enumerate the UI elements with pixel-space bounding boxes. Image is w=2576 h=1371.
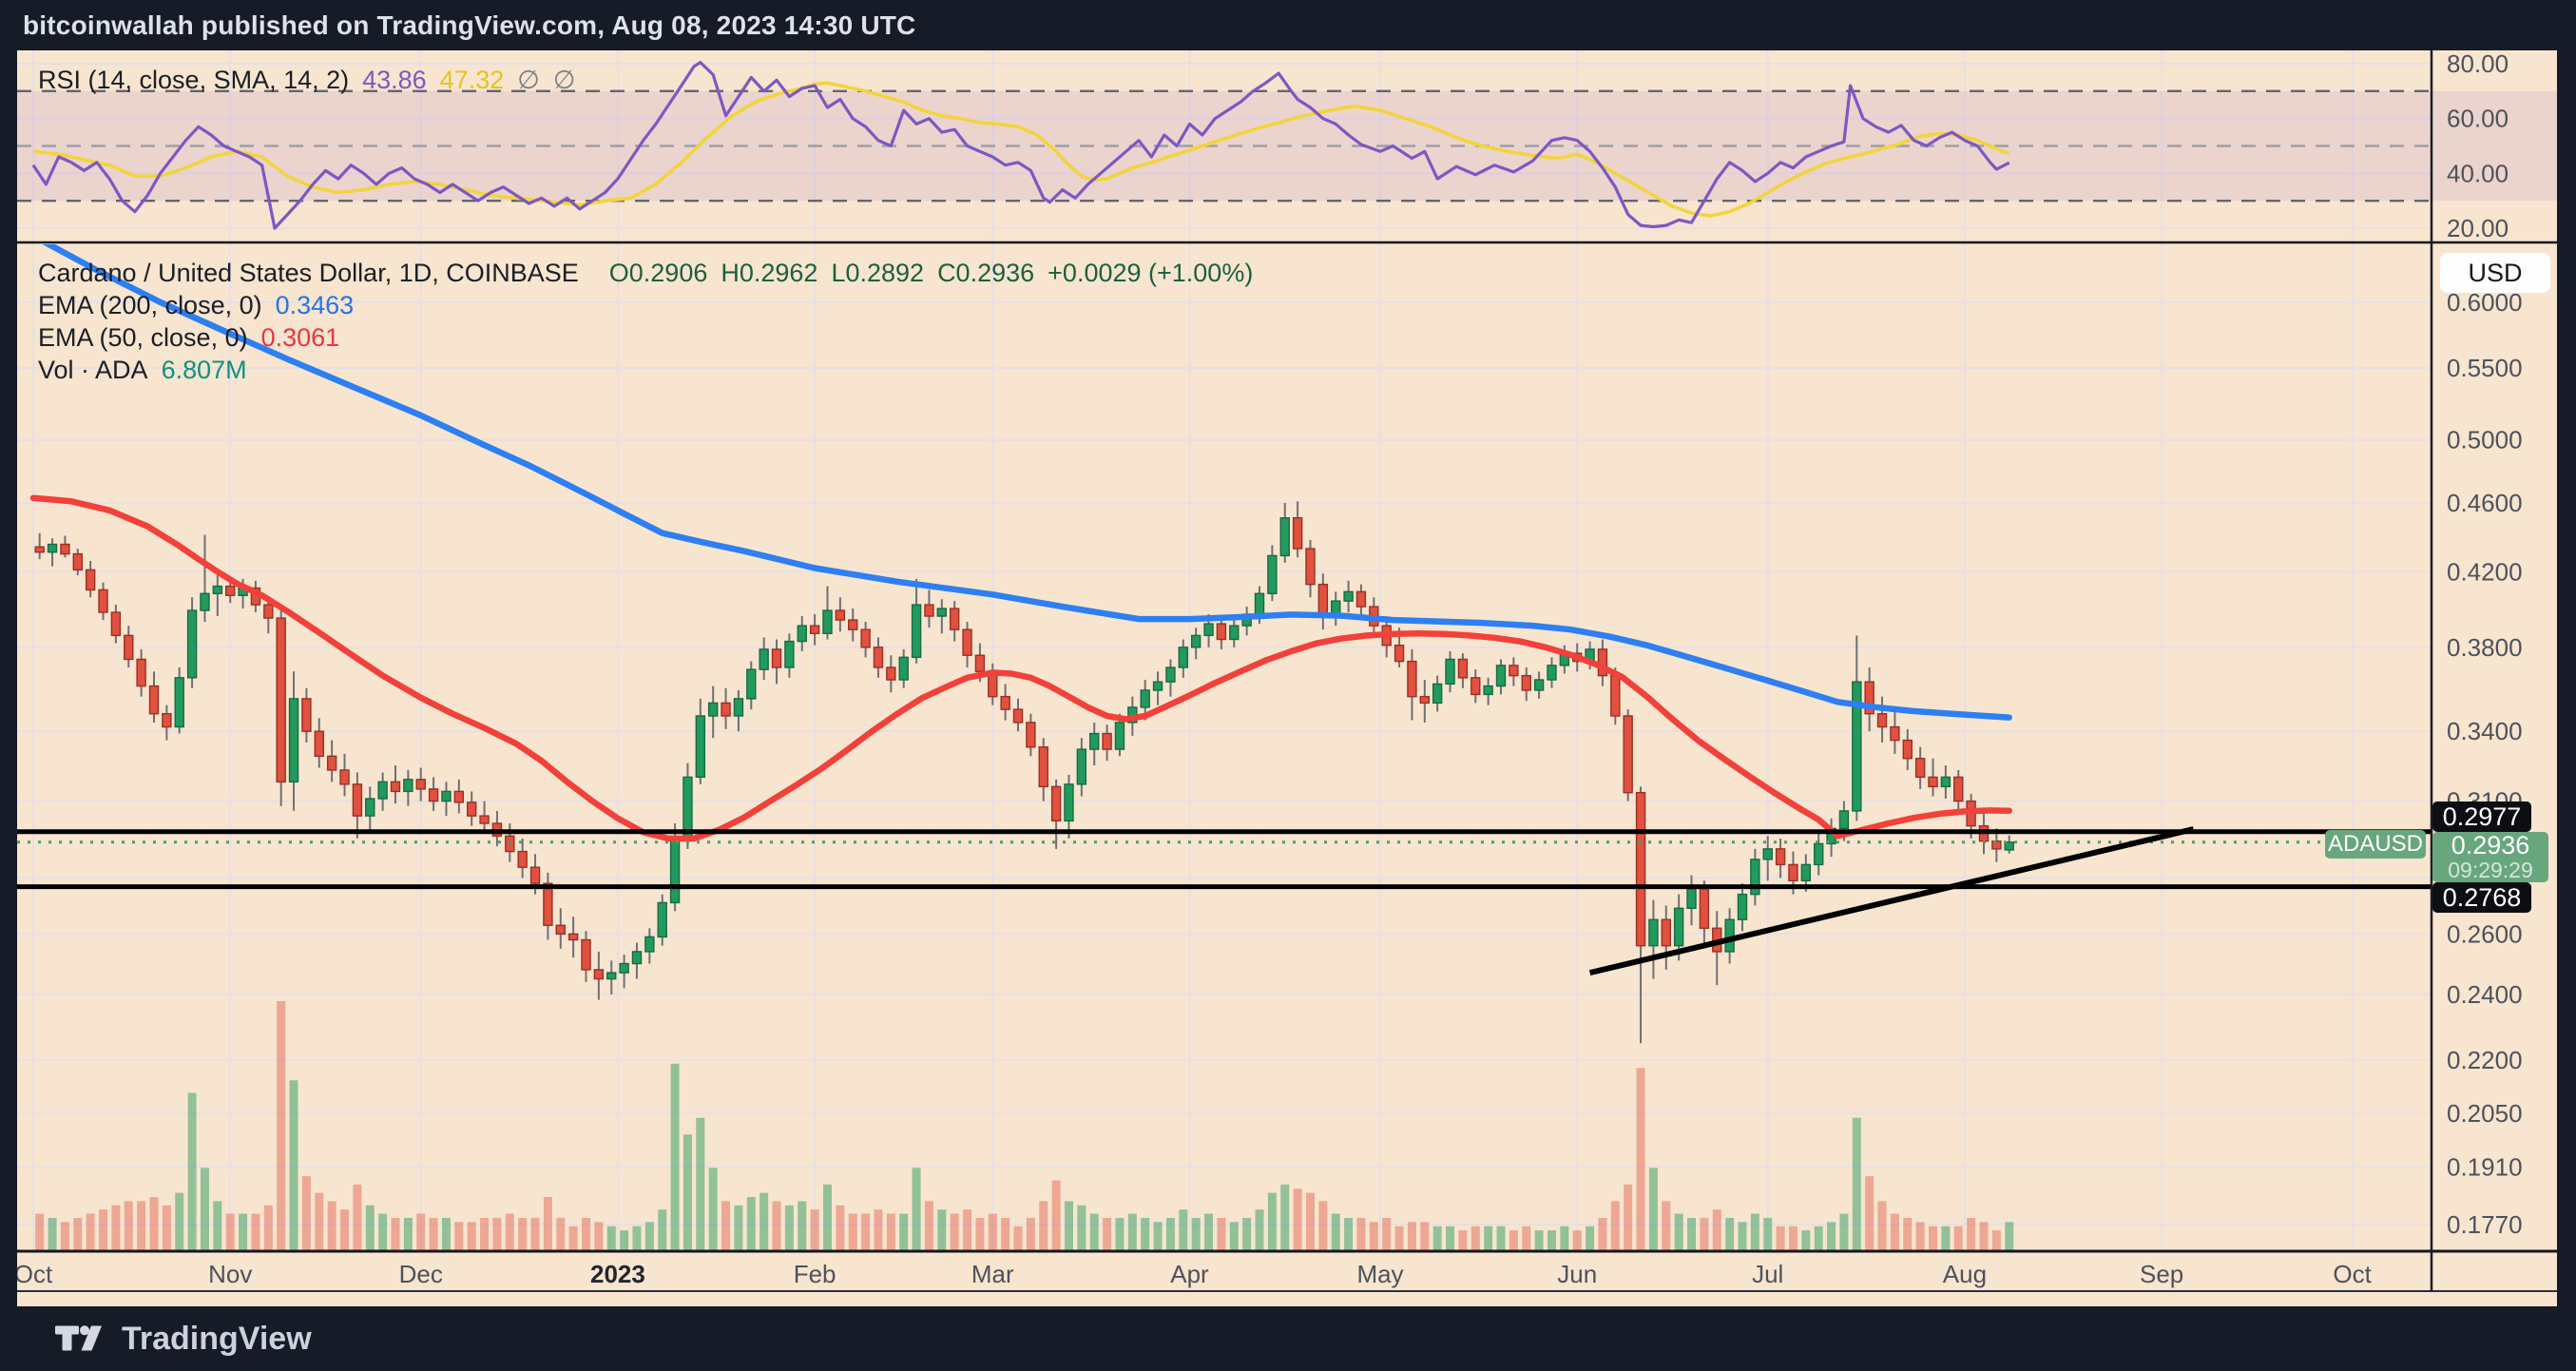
svg-text:Dec: Dec [399,1260,443,1288]
svg-text:20.00: 20.00 [2447,214,2509,242]
ema200-value: 0.3463 [275,291,355,319]
publish-header: bitcoinwallah published on TradingView.c… [0,0,2576,50]
svg-text:Aug: Aug [1943,1260,1987,1288]
rsi-signal-value: 47.32 [439,66,505,94]
svg-text:0.2200: 0.2200 [2447,1046,2523,1074]
svg-text:2023: 2023 [590,1260,645,1288]
symbol-legend: Cardano / United States Dollar, 1D, COIN… [38,259,1253,288]
svg-text:80.00: 80.00 [2447,50,2509,78]
ascending-trendline[interactable] [1588,826,2195,976]
svg-text:0.1770: 0.1770 [2447,1210,2523,1239]
bar-countdown: 09:29:29 [2448,857,2533,882]
volume-label: Vol · ADA [38,356,148,384]
svg-text:0.5500: 0.5500 [2447,354,2523,382]
tradingview-wordmark[interactable]: TradingView [122,1320,312,1357]
symbol-price-pill: ADAUSD [2325,830,2426,859]
candles [34,501,2014,1044]
svg-text:Feb: Feb [794,1260,836,1288]
rsi-legend-label: RSI (14, close, SMA, 14, 2) [38,66,350,94]
svg-text:0.4200: 0.4200 [2447,557,2523,586]
rsi-value: 43.86 [362,66,427,94]
svg-text:May: May [1356,1260,1403,1288]
ema50-line [29,494,2012,842]
volume-legend: Vol · ADA 6.807M [38,356,247,385]
publish-title: bitcoinwallah published on TradingView.c… [23,10,916,40]
ema50-value: 0.3061 [260,323,340,352]
currency-label: USD [2468,258,2523,287]
svg-text:Sep: Sep [2140,1260,2183,1288]
symbol-ticker: ADAUSD [2327,831,2424,857]
tradingview-logo-icon[interactable] [55,1325,105,1352]
price-axis-labels: 80.0060.0040.0020.000.60000.55000.50000.… [2447,50,2523,1239]
svg-text:0.4600: 0.4600 [2447,489,2523,517]
svg-text:Apr: Apr [1170,1260,1209,1288]
resistance-price-tag: 0.2977 [2432,801,2531,832]
rsi-line [31,61,2010,230]
volume-value: 6.807M [161,356,247,384]
price-chart-canvas[interactable]: 80.0060.0040.0020.000.60000.55000.50000.… [17,50,2557,1306]
ohlc-close: C0.2936 [937,259,1035,287]
volume-bars [35,1001,2014,1251]
svg-text:Oct: Oct [17,1260,53,1288]
last-price-tag: 0.2936 09:29:29 [2432,832,2548,882]
ohlc-open: O0.2906 [608,259,708,287]
svg-text:Oct: Oct [2333,1260,2372,1288]
svg-text:Jul: Jul [1752,1260,1783,1288]
rsi-legend: RSI (14, close, SMA, 14, 2) 43.86 47.32 … [38,66,575,95]
rsi-hidden-plot-icon: ∅ [552,66,576,94]
svg-text:0.2050: 0.2050 [2447,1099,2523,1128]
footer-bar: TradingView [0,1306,2576,1371]
svg-text:Mar: Mar [971,1260,1014,1288]
ohlc-low: L0.2892 [831,259,925,287]
svg-text:0.2400: 0.2400 [2447,980,2523,1009]
currency-toggle-button[interactable]: USD [2440,253,2550,293]
support-price-tag: 0.2768 [2432,882,2531,913]
svg-text:0.2600: 0.2600 [2447,919,2523,948]
ohlc-change: +0.0029 (+1.00%) [1048,259,1254,287]
ema200-legend: EMA (200, close, 0) 0.3463 [38,291,354,320]
gridlines [17,50,2432,1251]
svg-text:0.3800: 0.3800 [2447,633,2523,662]
ema200-line [42,244,2012,721]
ema50-legend: EMA (50, close, 0) 0.3061 [38,323,339,353]
svg-text:60.00: 60.00 [2447,105,2509,133]
ema50-label: EMA (50, close, 0) [38,323,248,352]
svg-text:0.3400: 0.3400 [2447,717,2523,745]
rsi-hidden-plot-icon: ∅ [517,66,540,94]
svg-text:0.5000: 0.5000 [2447,426,2523,454]
svg-text:Jun: Jun [1557,1260,1597,1288]
ohlc-high: H0.2962 [721,259,818,287]
time-axis-labels: Oct Nov Dec 2023 Feb Mar Apr May Jun Jul Aug Sep Oct [17,1260,2373,1288]
svg-text:0.1910: 0.1910 [2447,1152,2523,1181]
ema200-label: EMA (200, close, 0) [38,291,262,319]
last-price-value: 0.2936 [2451,830,2530,859]
symbol-title: Cardano / United States Dollar, 1D, COIN… [38,259,579,287]
svg-text:Nov: Nov [208,1260,252,1288]
svg-text:40.00: 40.00 [2447,159,2509,187]
chart-region: 80.00 60.00 40.00 20.00 0.6000 0.5500 0.5000 0.… [17,50,2557,1306]
